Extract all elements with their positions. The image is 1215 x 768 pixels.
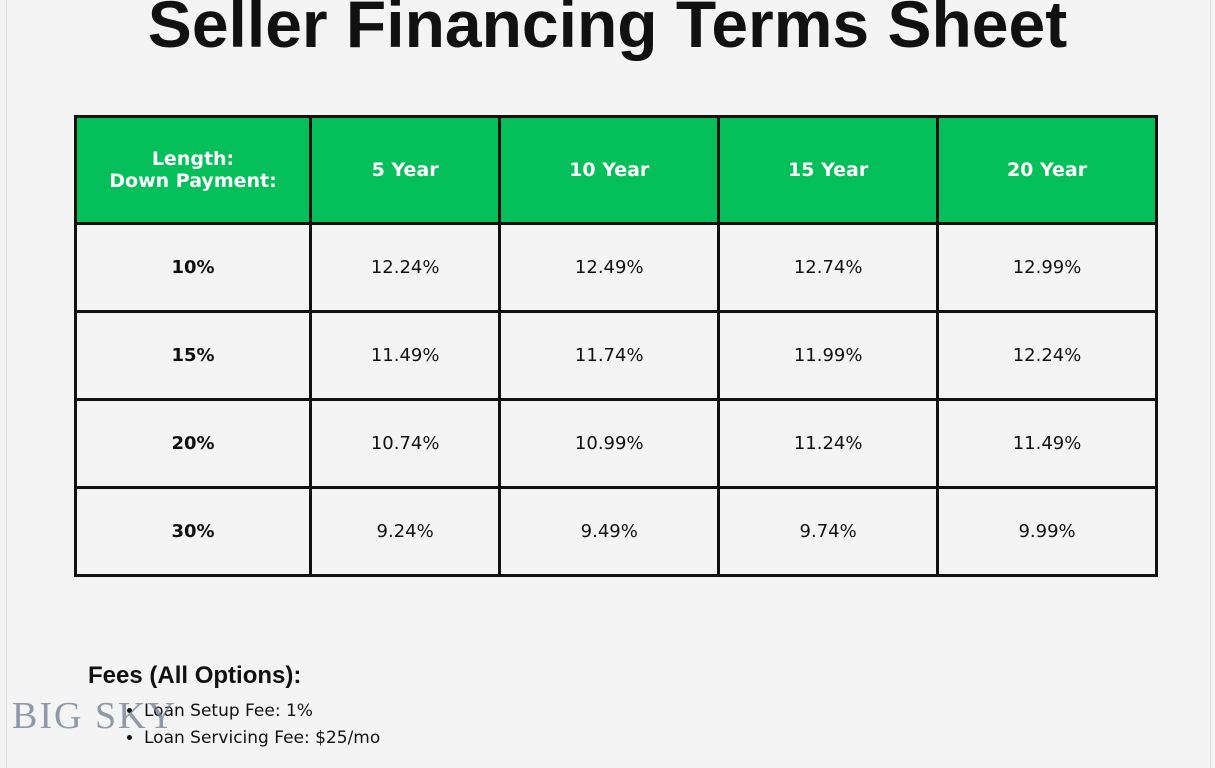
rate-cell: 12.24% xyxy=(936,310,1158,401)
fees-title: Fees (All Options): xyxy=(88,662,302,689)
rate-cell: 11.99% xyxy=(717,310,940,401)
rate-cell: 12.74% xyxy=(717,222,940,313)
fee-item: Loan Servicing Fee: $25/mo xyxy=(144,725,380,752)
rate-cell: 12.99% xyxy=(936,222,1158,313)
rate-cell: 12.24% xyxy=(308,222,502,313)
header-cell: 5 Year xyxy=(308,115,502,225)
rate-cell: 12.49% xyxy=(498,222,721,313)
row-header: 30% xyxy=(74,486,312,577)
row-header: 15% xyxy=(74,310,312,401)
logo: BIG SKY xyxy=(12,695,177,737)
row-header: 20% xyxy=(74,398,312,489)
row: 30% 9.24% 9.49% 9.74% 9.99% xyxy=(74,486,1158,577)
row-header: 10% xyxy=(74,222,312,313)
title: Seller Financing Terms Sheet xyxy=(147,0,1068,61)
rate-cell: 9.49% xyxy=(498,486,721,577)
row: 20% 10.74% 10.99% 11.24% 11.49% xyxy=(74,398,1158,489)
rate-cell: 11.49% xyxy=(308,310,502,401)
header-cell: Length: Down Payment: xyxy=(74,115,312,225)
header-cell: 20 Year xyxy=(936,115,1158,225)
fees: Fees (All Options): Loan Setup Fee: 1%Lo… xyxy=(88,662,380,752)
rate-cell: 11.24% xyxy=(717,398,940,489)
fee-item: Loan Setup Fee: 1% xyxy=(144,698,380,725)
rate-cell: 11.49% xyxy=(936,398,1158,489)
rate-cell: 10.99% xyxy=(498,398,721,489)
rates-table: Length: Down Payment: 5 Year 10 Year 15 Yea… xyxy=(74,115,1158,577)
header-cell: 15 Year xyxy=(717,115,940,225)
row: 15% 11.49% 11.74% 11.99% 12.24% xyxy=(74,310,1158,401)
fees-list: Loan Setup Fee: 1%Loan Servicing Fee: $2… xyxy=(144,698,380,752)
header-cell: 10 Year xyxy=(498,115,721,225)
rate-cell: 9.74% xyxy=(717,486,940,577)
rate-cell: 9.24% xyxy=(308,486,502,577)
rate-cell: 11.74% xyxy=(498,310,721,401)
row: 10% 12.24% 12.49% 12.74% 12.99% xyxy=(74,222,1158,313)
rate-cell: 9.99% xyxy=(936,486,1158,577)
rate-cell: 10.74% xyxy=(308,398,502,489)
